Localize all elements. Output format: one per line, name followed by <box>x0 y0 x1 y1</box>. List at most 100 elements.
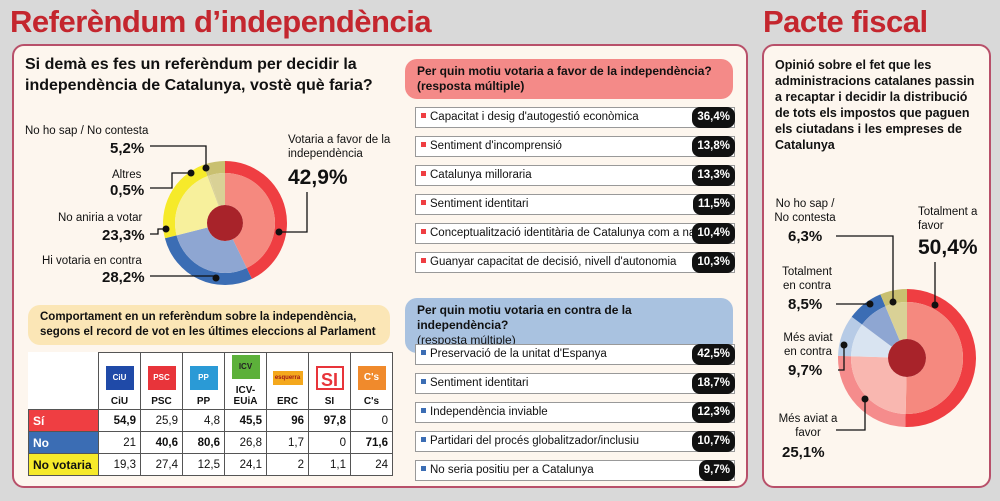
favor-reason-item: Conceptualització identitària de Catalun… <box>415 223 735 244</box>
fiscal-question: Opinió sobre el fet que les administraci… <box>775 58 975 152</box>
fiscal-donut-slice-0-outer <box>905 289 976 427</box>
leader-fiscal-macontra <box>838 345 845 371</box>
table-cell: 96 <box>266 409 309 432</box>
reason-value: 11,5% <box>693 194 735 215</box>
reason-value: 12,3% <box>692 402 735 423</box>
icv-logo-icon: ICV <box>231 355 260 379</box>
psc-logo-icon: PSC <box>147 366 176 390</box>
reason-value: 10,4% <box>692 223 735 244</box>
favor-reason-item: Guanyar capacitat de decisió, nivell d'a… <box>415 252 735 273</box>
reason-label: Conceptualització identitària de Catalun… <box>430 227 710 239</box>
reason-value: 36,4% <box>692 107 735 128</box>
reason-label: Sentiment d'incomprensió <box>430 140 562 152</box>
reason-label: Preservació de la unitat d'Espanya <box>430 348 607 360</box>
main-title: Referèndum d’independència <box>10 4 432 39</box>
dot <box>187 169 195 177</box>
dot <box>202 164 210 172</box>
fiscal-donut-slice-4-outer <box>880 289 907 307</box>
reason-value: 10,7% <box>692 431 735 452</box>
bullet-icon <box>421 113 426 118</box>
referendum-donut-slice-1-outer <box>164 235 252 285</box>
dot <box>861 395 869 403</box>
bullet-icon <box>421 171 426 176</box>
table-cell: 54,9 <box>98 409 141 432</box>
contra-reason-item: Partidari del procés globalitzador/inclu… <box>415 431 735 452</box>
reason-value: 10,3% <box>692 252 735 273</box>
fiscal-value-tfavor: 50,4% <box>918 236 978 259</box>
referendum-donut-slice-2-outer <box>162 164 208 239</box>
referendum-donut-slice-4-outer <box>205 161 225 176</box>
fiscal-donut-slice-1-outer <box>838 355 906 427</box>
reason-label: Guanyar capacitat de decisió, nivell d'a… <box>430 256 677 268</box>
pp-logo-icon: PP <box>189 366 218 390</box>
reason-label: Independència inviable <box>430 406 548 418</box>
fiscal-value-nosap: 6,3% <box>788 228 823 245</box>
row-label: Sí <box>28 409 99 432</box>
col-ciu: CiU CiU <box>98 352 141 410</box>
reason-label: Partidari del procés globalitzador/inclu… <box>430 435 640 447</box>
reason-value: 13,8% <box>692 136 735 157</box>
referendum-donut-slice-1-inner <box>176 227 247 273</box>
fiscal-label-mafavor: Més aviat a favor <box>778 413 838 439</box>
contra-reason-item: Independència inviable 12,3% <box>415 402 735 423</box>
value-contra: 28,2% <box>102 269 145 286</box>
table-cell: 40,6 <box>140 431 183 454</box>
table-cell: 80,6 <box>182 431 225 454</box>
table-cell: 71,6 <box>350 431 393 454</box>
table-cell: 26,8 <box>224 431 267 454</box>
reason-label: Sentiment identitari <box>430 377 529 389</box>
table-cell: 24 <box>350 453 393 476</box>
col-pp: PP PP <box>182 352 225 410</box>
bullet-icon <box>421 437 426 442</box>
fiscal-donut-slice-0-inner <box>905 302 964 414</box>
fiscal-donut-slice-3-inner <box>862 306 900 347</box>
value-noaniria: 23,3% <box>102 227 145 244</box>
label-altres: Altres <box>112 169 142 181</box>
table-cell: 1,7 <box>266 431 309 454</box>
table-cell: 25,9 <box>140 409 183 432</box>
table-cell: 24,1 <box>224 453 267 476</box>
reason-label: Sentiment identitari <box>430 198 529 210</box>
fiscal-value-macontra: 9,7% <box>788 362 823 379</box>
leader-nosap <box>150 145 207 168</box>
table-row: No votaria 19,3 27,4 12,5 24,1 2 1,1 24 <box>28 453 393 476</box>
table-cell: 27,4 <box>140 453 183 476</box>
table-cell: 97,8 <box>308 409 351 432</box>
dot <box>162 225 170 233</box>
table-title: Comportament en un referèndum sobre la i… <box>28 305 390 345</box>
fiscal-value-mafavor: 25,1% <box>782 444 825 461</box>
fiscal-label-tcontra: Totalment en contra <box>782 266 832 292</box>
leader-fiscal-mafavor <box>836 399 866 431</box>
leader-favor <box>279 192 308 233</box>
referendum-donut-slice-4-inner <box>208 173 225 206</box>
bullet-icon <box>421 142 426 147</box>
referendum-donut-slice-3-inner <box>207 175 220 207</box>
favor-reason-item: Catalunya milloraria 13,3% <box>415 165 735 186</box>
bullet-icon <box>421 258 426 263</box>
reason-label: Catalunya milloraria <box>430 169 532 181</box>
leader-altres <box>150 172 191 189</box>
erc-logo-icon: esquerra <box>272 371 303 385</box>
ciu-logo-icon: CiU <box>105 366 134 390</box>
favor-reason-item: Sentiment d'incomprensió 13,8% <box>415 136 735 157</box>
contra-reason-item: No seria positiu per a Catalunya 9,7% <box>415 460 735 481</box>
table-cell: 21 <box>98 431 141 454</box>
reason-value: 18,7% <box>692 373 735 394</box>
si-logo-icon: SI <box>315 366 344 390</box>
col-si: SI SI <box>308 352 351 410</box>
table-row: Sí 54,9 25,9 4,8 45,5 96 97,8 0 <box>28 409 393 432</box>
referendum-donut <box>162 161 288 285</box>
cs-logo-icon: C's <box>357 366 386 390</box>
dot <box>212 274 220 282</box>
value-altres: 0,5% <box>110 182 145 199</box>
leader-fiscal-nosap <box>836 235 894 302</box>
reason-value: 42,5% <box>692 344 735 365</box>
table-cell: 45,5 <box>224 409 267 432</box>
favor-reason-item: Sentiment identitari 11,5% <box>415 194 735 215</box>
bullet-icon <box>421 229 426 234</box>
bullet-icon <box>421 408 426 413</box>
reason-label: Capacitat i desig d'autogestió econòmica <box>430 111 639 123</box>
referendum-donut-center <box>207 205 243 241</box>
table-cell: 2 <box>266 453 309 476</box>
table-cell: 4,8 <box>182 409 225 432</box>
